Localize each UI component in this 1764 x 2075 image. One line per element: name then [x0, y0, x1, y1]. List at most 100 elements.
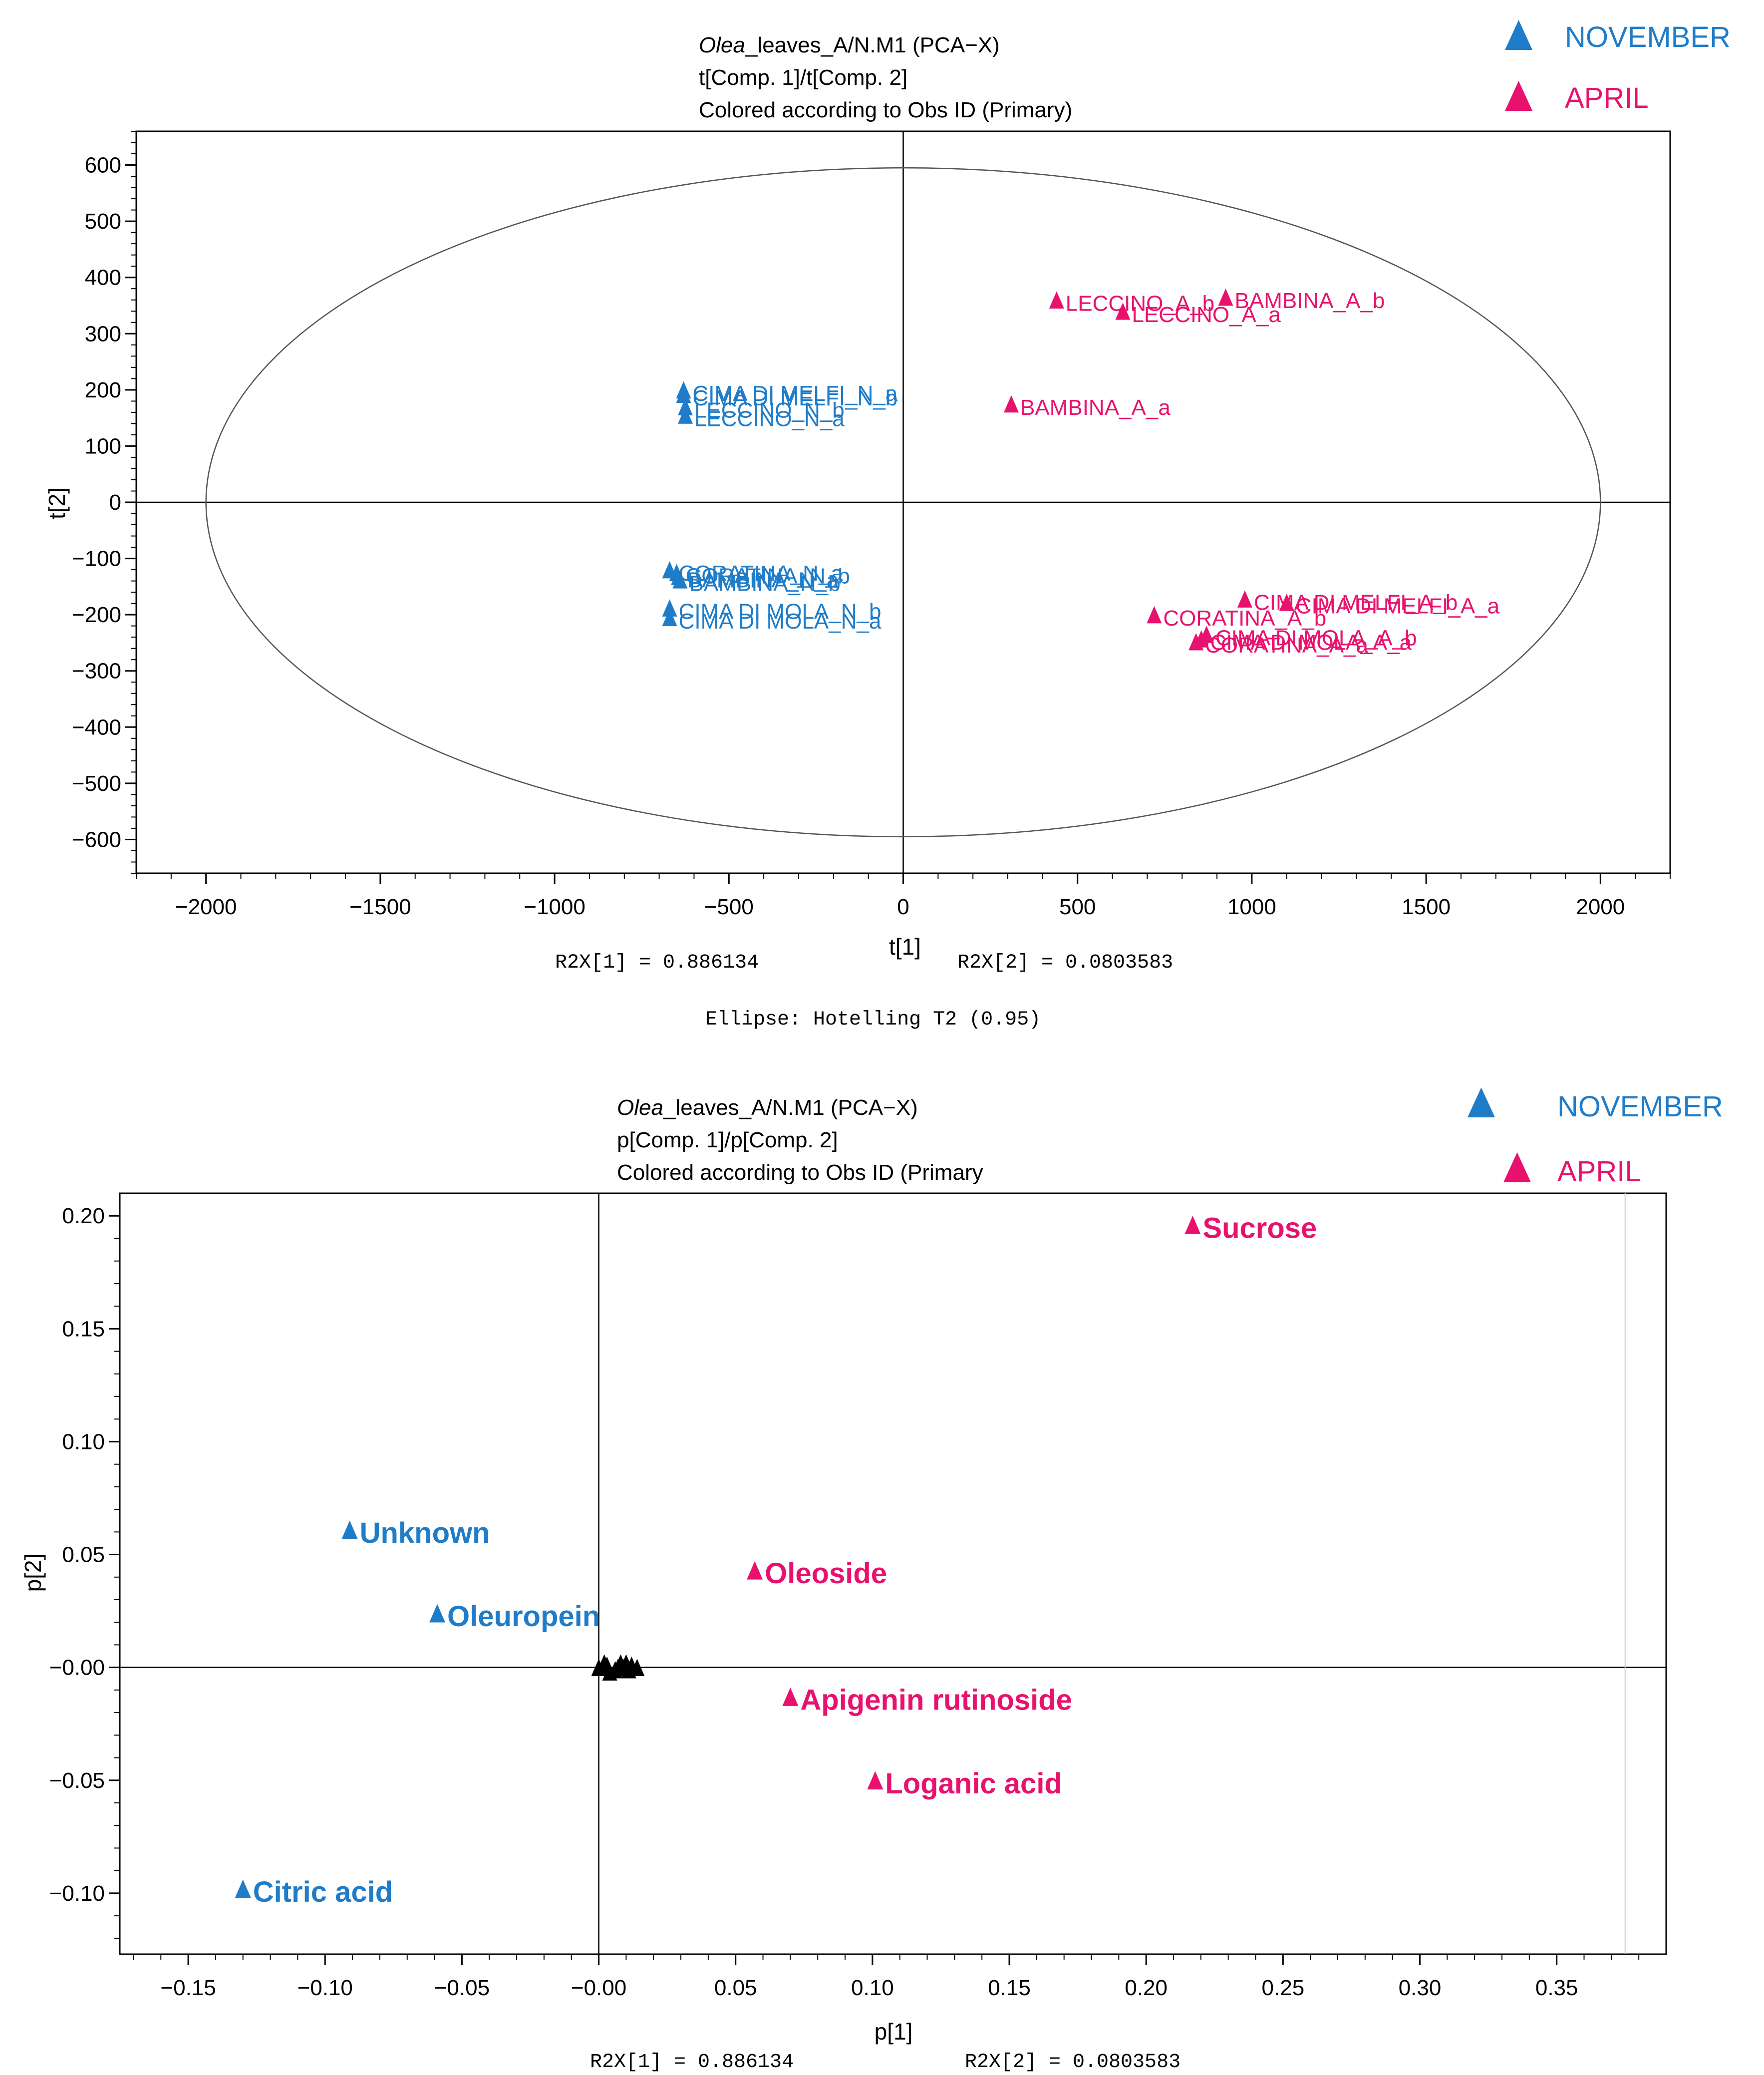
loading-plot-r2x1: R2X[1] = 0.886134: [590, 2051, 794, 2074]
cluster-point: [596, 1654, 612, 1672]
data-point-label: BAMBINA_A_a: [1020, 395, 1171, 420]
data-point: [1279, 594, 1294, 611]
data-point-label: CIMA DI MOLA_N_a: [679, 609, 882, 634]
x-tick-label: −0.00: [571, 1976, 626, 2000]
data-point-label: Apigenin rutinoside: [800, 1684, 1072, 1716]
cluster-point: [602, 1663, 617, 1681]
y-tick-label: −0.00: [49, 1656, 105, 1680]
y-tick-label: −400: [72, 715, 121, 739]
data-point-label: CORATINA_N_a: [679, 561, 844, 586]
x-tick-label: −2000: [175, 895, 237, 919]
x-tick-label: 0: [897, 895, 909, 919]
data-point-label: CIMA DI MOLA_N_b: [679, 600, 882, 624]
y-tick-label: 300: [85, 322, 121, 346]
data-point: [747, 1561, 763, 1580]
legend-november-marker: [1468, 1087, 1495, 1117]
score-plot-legend: NOVEMBER APRIL: [1505, 20, 1731, 114]
y-tick-label: −100: [72, 547, 121, 571]
data-point-label: LECCINO_A_a: [1132, 303, 1281, 327]
data-point-label: LECCINO_N_a: [694, 407, 845, 431]
x-tick-label: 0.30: [1399, 1976, 1442, 2000]
series-april: Sucrose Oleoside Apigenin rutinoside Logani…: [747, 1212, 1317, 1800]
score-plot-title: Olea_leaves_A/N.M1 (PCA−X): [699, 33, 1000, 57]
data-point: [782, 1688, 799, 1706]
data-point: [1188, 633, 1204, 651]
loading-plot-subtitle-axes: p[Comp. 1]/p[Comp. 2]: [617, 1128, 838, 1152]
y-tick-label: 0.15: [62, 1317, 105, 1341]
y-tick-label: −600: [72, 827, 121, 852]
hotelling-ellipse: [205, 167, 1601, 838]
legend-november-marker: [1505, 20, 1532, 50]
data-point: [1049, 291, 1064, 309]
y-tick-label: −0.10: [49, 1881, 105, 1906]
y-tick-label: 0: [109, 490, 121, 515]
series-november: Unknown Oleuropein Citric acid: [235, 1517, 600, 1908]
data-point: [235, 1879, 251, 1898]
y-tick-label: 0.05: [62, 1543, 105, 1567]
data-point: [677, 406, 693, 424]
data-point: [672, 571, 688, 589]
data-point-label: LECCINO_N_b: [694, 398, 845, 423]
score-plot-subtitle-axes: t[Comp. 1]/t[Comp. 2]: [699, 65, 907, 90]
x-tick-label: −0.15: [160, 1976, 216, 2000]
x-tick-label: 0.20: [1125, 1976, 1168, 2000]
data-point-label: LECCINO_A_b: [1066, 292, 1214, 316]
x-tick-label: 0.10: [851, 1976, 894, 2000]
data-point-label: CORATINA_A_b: [1163, 606, 1326, 631]
legend-april-label: APRIL: [1557, 1155, 1641, 1188]
data-point-label: BAMBINA_A_b: [1235, 289, 1385, 313]
x-tick-label: 0.25: [1262, 1976, 1305, 2000]
y-tick-label: −300: [72, 659, 121, 684]
data-point: [1147, 606, 1162, 624]
x-tick-label: 2000: [1576, 895, 1625, 919]
x-tick-label: 0.05: [714, 1976, 757, 2000]
cluster-point: [610, 1659, 625, 1676]
data-point: [662, 609, 677, 627]
data-point: [429, 1604, 446, 1623]
data-point-label: Oleuropein: [447, 1600, 600, 1633]
x-tick-label: 0.35: [1535, 1976, 1578, 2000]
data-point: [341, 1520, 358, 1539]
legend-april-label: APRIL: [1565, 82, 1649, 114]
score-plot-panel: Olea_leaves_A/N.M1 (PCA−X) t[Comp. 1]/t[…: [44, 20, 1731, 1031]
data-point: [662, 599, 677, 617]
legend-november-label: NOVEMBER: [1565, 21, 1731, 53]
data-point-label: Citric acid: [253, 1876, 393, 1908]
data-point: [676, 385, 691, 403]
data-point-label: CIMA DI MELFI_N_a: [693, 381, 898, 406]
y-axis: 0.20 0.15 0.10 0.05 −0.00 −0.05 −0.10: [49, 1204, 120, 1939]
data-point-label: Oleoside: [765, 1557, 887, 1590]
data-point: [867, 1771, 883, 1790]
x-tick-label: −0.05: [434, 1976, 490, 2000]
data-point-label: CIMA DI MELFI_A_a: [1296, 594, 1500, 618]
cluster-point: [618, 1654, 634, 1672]
data-point-label: Unknown: [360, 1517, 490, 1549]
y-tick-label: 400: [85, 266, 121, 290]
x-tick-label: −1500: [349, 895, 411, 919]
x-tick-label: −0.10: [297, 1976, 353, 2000]
data-point: [1184, 1215, 1201, 1234]
x-tick-label: 500: [1059, 895, 1096, 919]
score-plot-y-axis-label: t[2]: [44, 487, 70, 519]
x-axis: −2000 −1500 −1000 −500 0 500 1000 1500 2000: [136, 873, 1671, 919]
loading-plot-panel: Olea_leaves_A/N.M1 (PCA−X) p[Comp. 1]/p[…: [20, 1087, 1723, 2074]
y-tick-label: −500: [72, 771, 121, 796]
loading-plot-legend: NOVEMBER APRIL: [1468, 1087, 1723, 1188]
data-point-label: BAMBINA_N_b: [689, 571, 841, 596]
y-tick-label: −0.05: [49, 1768, 105, 1793]
y-tick-label: 0.20: [62, 1204, 105, 1228]
score-plot-r2x1: R2X[1] = 0.886134: [555, 952, 759, 974]
x-tick-label: 1000: [1227, 895, 1276, 919]
data-point: [1218, 288, 1233, 306]
loading-plot-area: −0.15 −0.10 −0.05 −0.00 0.05 0.10 0.15 0.20 0.25…: [49, 1193, 1666, 2000]
legend-april-marker: [1503, 1152, 1531, 1182]
loading-plot-x-axis-label: p[1]: [875, 2019, 913, 2045]
data-point-label: CIMA DI MOLA_A_b: [1215, 626, 1417, 651]
score-plot-ellipse-note: Ellipse: Hotelling T2 (0.95): [705, 1009, 1041, 1031]
data-point-label: BAMBINA_N_a: [687, 568, 839, 593]
loading-plot-frame: [119, 1192, 1667, 1955]
loading-plot-y-axis-label: p[2]: [20, 1554, 46, 1592]
y-tick-label: 0.10: [62, 1429, 105, 1454]
